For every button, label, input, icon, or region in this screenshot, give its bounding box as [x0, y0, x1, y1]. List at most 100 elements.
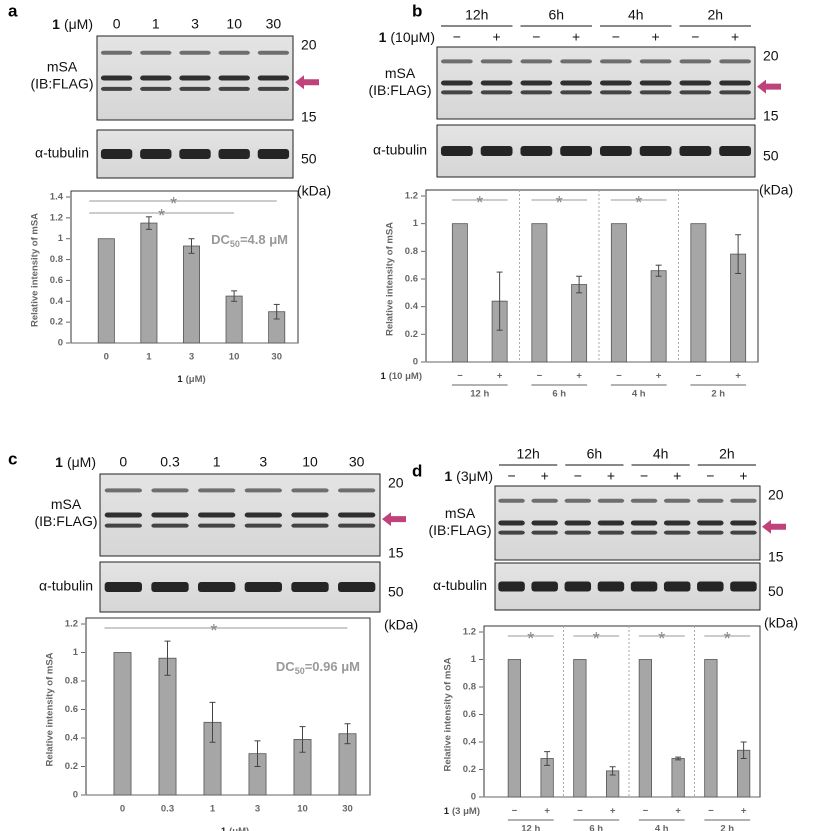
treatment-label-part: 1 [55, 454, 63, 470]
band [599, 90, 632, 95]
band [480, 80, 513, 86]
bar [531, 223, 548, 363]
band [257, 149, 290, 159]
band [498, 520, 525, 526]
y-tick-label: 1 [413, 218, 419, 229]
sign-label: + [731, 29, 739, 45]
x-tick-label: 10 [297, 804, 308, 815]
marker-label: 50 [301, 151, 317, 167]
marker-label: 50 [388, 584, 404, 600]
bar [113, 652, 132, 796]
annotation-part: 50 [295, 666, 305, 676]
time-label: 6h [548, 7, 564, 23]
band [291, 488, 329, 493]
band [560, 90, 593, 95]
band [338, 523, 376, 528]
unit-label: (kDa) [384, 617, 418, 633]
x-tick-label: 10 [229, 352, 240, 363]
bar [451, 223, 468, 363]
group-label: 6 h [589, 824, 603, 831]
sign-label: − [691, 29, 699, 45]
band [291, 512, 329, 518]
band [597, 530, 625, 535]
x-tick-label: − [708, 806, 714, 817]
panel-letter: a [8, 1, 18, 20]
y-axis-label: Relative intensity of mSA [30, 213, 41, 327]
x-tick-label: 30 [271, 352, 282, 363]
treatment-label-part: 1 [444, 468, 452, 484]
sign-label: − [706, 468, 714, 484]
band [679, 80, 712, 86]
treatment-label-part: 1 [52, 16, 60, 32]
x-tick-label: 3 [255, 804, 260, 815]
band [198, 523, 236, 528]
group-label: 4 h [655, 824, 669, 831]
band [520, 59, 553, 64]
y-tick-label: 0.8 [65, 676, 78, 687]
x-tick-label: + [656, 371, 662, 382]
marker-label: 20 [768, 487, 784, 503]
arrow [295, 75, 319, 90]
band [218, 86, 250, 91]
y-tick-label: 0.2 [463, 764, 476, 775]
band [244, 488, 282, 493]
bar [571, 284, 588, 363]
sign-label: + [572, 29, 580, 45]
band [338, 582, 376, 592]
band [179, 75, 211, 81]
plot-frame [425, 189, 759, 363]
band [498, 581, 525, 592]
band [440, 59, 473, 64]
antibody-label: (IB:FLAG) [368, 82, 431, 98]
treatment-label-part: 1 [444, 806, 450, 817]
bar [158, 657, 177, 796]
y-tick-label: 0 [413, 357, 418, 368]
time-label: 4h [653, 446, 669, 462]
treatment-label-part: (μM) [64, 16, 93, 32]
band [218, 50, 250, 55]
band [151, 488, 189, 493]
y-tick-label: 0.6 [405, 274, 418, 285]
band [100, 75, 133, 81]
y-tick-label: 0.8 [50, 254, 63, 265]
x-tick-label: − [512, 806, 518, 817]
x-axis-label-part: 1 [221, 826, 227, 831]
x-axis-label: 1(μM) [221, 826, 249, 831]
x-tick-label: − [577, 806, 583, 817]
lane-label: 30 [266, 16, 282, 32]
band [257, 86, 290, 91]
annotation: DC50=4.8 μM [211, 232, 288, 249]
time-label: 2h [719, 446, 735, 462]
band [140, 50, 172, 55]
band [440, 90, 473, 95]
band [560, 59, 593, 64]
band [151, 582, 189, 592]
marker-label: 20 [301, 37, 317, 53]
y-tick-label: 1.4 [50, 192, 64, 203]
bar [650, 270, 667, 363]
band [531, 520, 558, 526]
band [679, 146, 712, 156]
sign-label: + [493, 29, 501, 45]
treatment-label: 1 (10μM) [379, 29, 435, 45]
arrow [757, 79, 781, 94]
band [520, 80, 553, 86]
target-label: mSA [385, 65, 416, 81]
bar [507, 659, 521, 798]
time-label: 12h [465, 7, 488, 23]
y-tick-label: 1.2 [463, 627, 476, 638]
treatment-label: 1 (μM) [55, 454, 96, 470]
unit-label: (kDa) [759, 182, 793, 198]
lane-label: 30 [349, 454, 365, 470]
band [719, 80, 752, 86]
arrow [382, 512, 406, 527]
time-label: 12h [516, 446, 539, 462]
y-axis-label: Relative intensity of mSA [45, 652, 56, 766]
band [663, 520, 691, 526]
x-tick-label: + [497, 371, 503, 382]
band [140, 75, 172, 81]
y-tick-label: 1.2 [65, 619, 78, 630]
x-tick-label: + [610, 806, 616, 817]
y-tick-label: 1 [73, 647, 79, 658]
treatment-label-part: (μM) [67, 454, 96, 470]
